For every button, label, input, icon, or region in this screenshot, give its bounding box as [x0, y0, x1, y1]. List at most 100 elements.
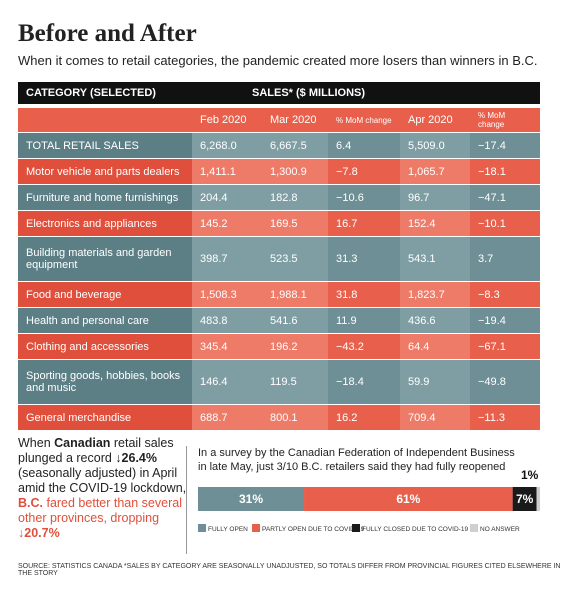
- category: Food and beverage: [18, 281, 192, 307]
- cell: 1,300.9: [262, 158, 328, 184]
- cell: 541.6: [262, 307, 328, 333]
- sidebar: When Canadian retail sales plunged a rec…: [18, 436, 188, 541]
- bar-segment: [512, 487, 537, 511]
- cell: −10.6: [328, 184, 400, 210]
- subtitle: When it comes to retail categories, the …: [18, 53, 538, 68]
- category: Electronics and appliances: [18, 210, 192, 236]
- column-header: Apr 2020: [400, 104, 470, 132]
- survey-chart: In a survey by the Canadian Federation o…: [198, 447, 540, 533]
- category: Clothing and accessories: [18, 333, 192, 359]
- table-row: Furniture and home furnishings 204.4 182.8…: [18, 184, 541, 210]
- cell: 523.5: [262, 236, 328, 281]
- legend-swatch: [470, 524, 478, 532]
- cell: 6,268.0: [192, 132, 262, 158]
- legend-swatch: [198, 524, 206, 532]
- cell: −18.4: [328, 359, 400, 404]
- cell: −7.8: [328, 158, 400, 184]
- cell: 204.4: [192, 184, 262, 210]
- cell: 3.7: [470, 236, 541, 281]
- table-row: Building materials and garden equipment 3…: [18, 236, 541, 281]
- cell: 345.4: [192, 333, 262, 359]
- category: Motor vehicle and parts dealers: [18, 158, 192, 184]
- group-header: CATEGORY (SELECTED): [18, 82, 192, 104]
- column-header: Mar 2020: [262, 104, 328, 132]
- group-header: SALES* ($ MILLIONS): [192, 82, 541, 104]
- category: TOTAL RETAIL SALES: [18, 132, 192, 158]
- cell: 64.4: [400, 333, 470, 359]
- category: Sporting goods, hobbies, books and music: [18, 359, 192, 404]
- cell: 16.7: [328, 210, 400, 236]
- legend-swatch: [352, 524, 360, 532]
- cell: −10.1: [470, 210, 541, 236]
- sidebar-text: When: [18, 436, 55, 450]
- cell: 31.3: [328, 236, 400, 281]
- cell: 543.1: [400, 236, 470, 281]
- source: SOURCE: STATISTICS CANADA *SALES BY CATE…: [18, 563, 561, 577]
- cell: 800.1: [262, 404, 328, 430]
- cell: 196.2: [262, 333, 328, 359]
- cell: 31.8: [328, 281, 400, 307]
- cell: 96.7: [400, 184, 470, 210]
- cell: 436.6: [400, 307, 470, 333]
- cell: 146.4: [192, 359, 262, 404]
- cell: 1,508.3: [192, 281, 262, 307]
- value-label: 7%: [516, 492, 534, 506]
- legend-swatch: [252, 524, 260, 532]
- cell: −43.2: [328, 333, 400, 359]
- column-header: % MoM change: [328, 104, 400, 132]
- cell: 16.2: [328, 404, 400, 430]
- category: Furniture and home furnishings: [18, 184, 192, 210]
- cell: 145.2: [192, 210, 262, 236]
- cell: −19.4: [470, 307, 541, 333]
- table-row: Motor vehicle and parts dealers 1,411.1 1,…: [18, 158, 541, 184]
- cell: 59.9: [400, 359, 470, 404]
- table-row: Sporting goods, hobbies, books and music…: [18, 359, 541, 404]
- cell: 709.4: [400, 404, 470, 430]
- category: General merchandise: [18, 404, 192, 430]
- chart-title: In a survey by the Canadian Federation o…: [198, 447, 515, 473]
- cell: 6,667.5: [262, 132, 328, 158]
- table: CATEGORY (SELECTED) SALES* ($ MILLIONS) F…: [18, 82, 541, 430]
- bar-segment: [198, 487, 305, 511]
- cell: 1,065.7: [400, 158, 470, 184]
- sidebar-text: ↓26.4%: [115, 451, 157, 465]
- cell: −47.1: [470, 184, 541, 210]
- chart-title-box: In a survey by the Canadian Federation o…: [198, 447, 515, 473]
- legend-label: FULLY CLOSED DUE TO COVID-19: [362, 526, 468, 533]
- cell: 5,509.0: [400, 132, 470, 158]
- divider: [186, 446, 187, 554]
- cell: 11.9: [328, 307, 400, 333]
- sidebar-text: B.C.: [18, 496, 43, 510]
- cell: 688.7: [192, 404, 262, 430]
- sidebar-text: ↓20.7%: [18, 526, 60, 540]
- table-row: Health and personal care 483.8 541.6 11.9 43…: [18, 307, 541, 333]
- cell: −8.3: [470, 281, 541, 307]
- bar-segment: [304, 487, 513, 511]
- title: Before and After: [18, 20, 197, 47]
- value-label: 61%: [396, 492, 420, 506]
- table-row: Electronics and appliances 145.2 169.5 16.7…: [18, 210, 541, 236]
- cell: 152.4: [400, 210, 470, 236]
- cell: 169.5: [262, 210, 328, 236]
- cell: −11.3: [470, 404, 541, 430]
- cell: 1,823.7: [400, 281, 470, 307]
- cell: 1,411.1: [192, 158, 262, 184]
- sidebar-text: Canadian: [54, 436, 111, 450]
- legend-label: PARTLY OPEN DUE TO COVID-19: [262, 526, 365, 533]
- category: Building materials and garden equipment: [18, 236, 192, 281]
- column-header: Feb 2020: [192, 104, 262, 132]
- cell: 398.7: [192, 236, 262, 281]
- cell: −18.1: [470, 158, 541, 184]
- legend-label: FULLY OPEN: [208, 526, 248, 533]
- value-label: 1%: [521, 468, 539, 482]
- table-row: Food and beverage 1,508.3 1,988.1 31.8 1,823…: [18, 281, 541, 307]
- table-row: Clothing and accessories 345.4 196.2 −43.2 6…: [18, 333, 541, 359]
- category: Health and personal care: [18, 307, 192, 333]
- cell: 6.4: [328, 132, 400, 158]
- cell: 182.8: [262, 184, 328, 210]
- table-row: General merchandise 688.7 800.1 16.2 709.4 −1…: [18, 404, 541, 430]
- cell: −49.8: [470, 359, 541, 404]
- value-label: 31%: [239, 492, 263, 506]
- cell: 483.8: [192, 307, 262, 333]
- cell: −67.1: [470, 333, 541, 359]
